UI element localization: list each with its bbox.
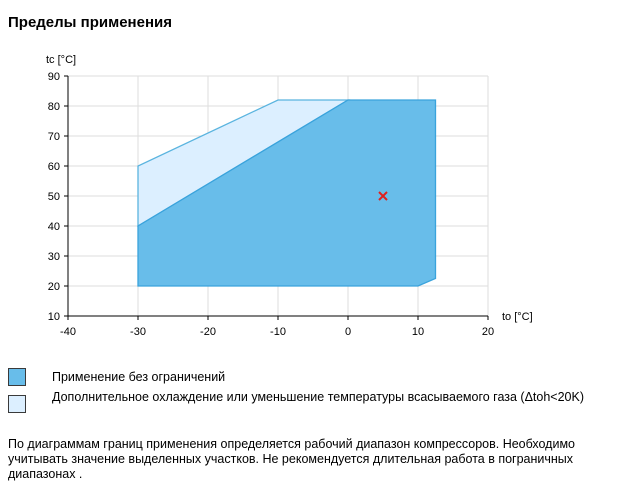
y-tick-label: 70 (48, 131, 60, 143)
chart-areas (137, 99, 437, 287)
y-tick-label: 80 (48, 101, 60, 113)
y-tick-label: 50 (48, 191, 60, 203)
legend-item-unrestricted (8, 368, 26, 386)
x-tick-label: 10 (412, 326, 424, 338)
operating-point (378, 191, 388, 201)
y-tick-label: 40 (48, 221, 60, 233)
x-tick-label: -40 (60, 326, 76, 338)
y-tick-label: 10 (48, 311, 60, 323)
legend-item-additional-cooling (8, 395, 26, 413)
page-title: Пределы применения (8, 14, 172, 31)
legend-label-unrestricted: Применение без ограничений (52, 370, 226, 384)
x-tick-label: -20 (200, 326, 216, 338)
x-tick-label: -10 (270, 326, 286, 338)
footnote-text: По диаграммам границ применения определя… (8, 437, 575, 481)
y-tick-label: 20 (48, 281, 60, 293)
application-limits-chart: -40 -30 -20 -10 0 10 20 10 20 30 40 50 60 70 80 90 to [… (46, 54, 533, 338)
y-tick-label: 60 (48, 161, 60, 173)
legend-swatch-unrestricted (8, 368, 26, 386)
area-unrestricted (137, 99, 437, 287)
y-axis-label: tc [°C] (46, 54, 76, 66)
chart-axes (64, 75, 489, 320)
x-tick-label: 20 (482, 326, 494, 338)
y-tick-label: 30 (48, 251, 60, 263)
tick-labels: -40 -30 -20 -10 0 10 20 10 20 30 40 50 60 70 80 90 (48, 71, 494, 338)
legend-label-additional-cooling: Дополнительное охлаждение или уменьшение… (52, 390, 585, 404)
x-axis-label: to [°C] (502, 311, 533, 323)
operating-point-marker (378, 191, 388, 201)
y-tick-label: 90 (48, 71, 60, 83)
legend-swatch-additional-cooling (8, 395, 26, 413)
x-tick-label: -30 (130, 326, 146, 338)
x-tick-label: 0 (345, 326, 351, 338)
